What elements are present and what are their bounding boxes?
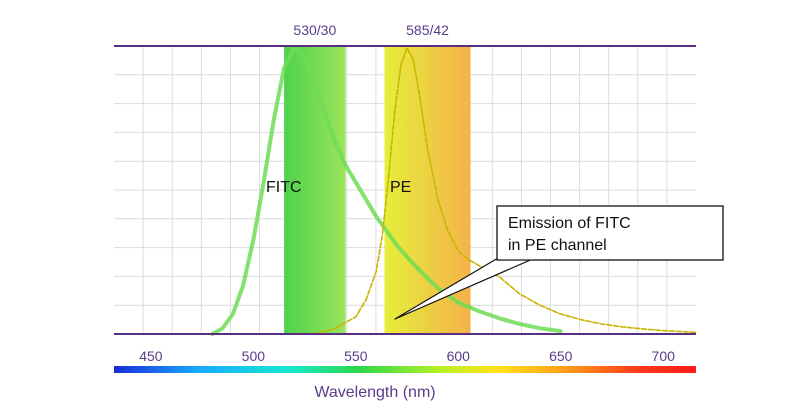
callout-line-1: Emission of FITC	[508, 215, 631, 232]
filter-labels: 530/30 585/42	[293, 22, 449, 38]
callout-box	[496, 205, 724, 261]
color-spectrum-bar	[114, 366, 696, 373]
x-tick-labels: 450 500 550 600 650 700	[139, 348, 675, 364]
filter-label-585-42: 585/42	[406, 22, 449, 38]
series-pe-line	[314, 47, 697, 335]
fitc-label: FITC	[266, 179, 302, 196]
filter-band-530-30	[284, 47, 346, 334]
x-tick-label: 450	[139, 348, 163, 364]
x-tick-label: 600	[447, 348, 471, 364]
x-axis-label: Wavelength (nm)	[314, 384, 435, 401]
series-lines	[210, 46, 697, 336]
filter-bands	[284, 47, 471, 334]
series-fitc-line	[210, 46, 563, 336]
x-tick-label: 650	[549, 348, 573, 364]
x-tick-label: 550	[344, 348, 368, 364]
x-tick-label: 500	[242, 348, 266, 364]
filter-label-530-30: 530/30	[293, 22, 336, 38]
annotation-callout: Emission of FITC in PE channel	[394, 205, 724, 320]
x-tick-label: 700	[652, 348, 676, 364]
pe-label: PE	[390, 179, 411, 196]
callout-line-2: in PE channel	[508, 237, 607, 254]
